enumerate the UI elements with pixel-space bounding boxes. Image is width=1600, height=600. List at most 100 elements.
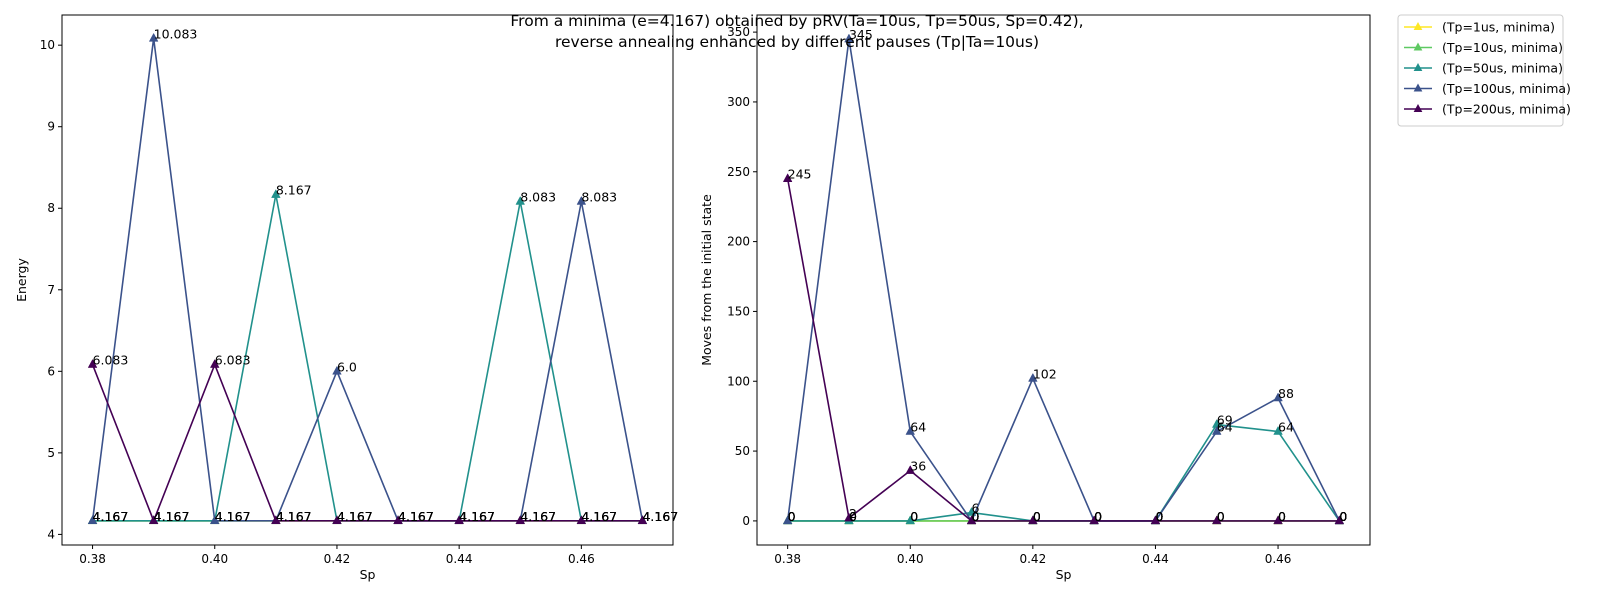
data-label: 4.167: [398, 509, 434, 524]
data-label: 0: [1033, 509, 1041, 524]
data-label: 4.167: [215, 509, 251, 524]
y-tick-label: 50: [735, 444, 750, 458]
data-label: 4.167: [276, 509, 312, 524]
data-label: 0: [1033, 509, 1041, 524]
x-tick-label: 0.46: [568, 552, 595, 566]
data-label: 0: [1339, 509, 1347, 524]
data-label: 0: [788, 509, 796, 524]
y-tick-label: 4: [47, 527, 55, 541]
data-label: 4.167: [398, 509, 434, 524]
data-label: 4.167: [642, 509, 678, 524]
data-point-marker: [1150, 515, 1161, 525]
data-label: 0: [1033, 509, 1041, 524]
y-axis-label: Energy: [14, 258, 29, 302]
data-label: 4.167: [154, 509, 190, 524]
data-point-marker: [905, 515, 916, 525]
data-label: 4.167: [581, 509, 617, 524]
series-line: [786, 38, 1341, 522]
data-point-marker: [782, 173, 793, 182]
data-label: 0: [788, 509, 796, 524]
plot-area-frame: [756, 14, 1371, 546]
series-line: [786, 178, 1340, 522]
x-tick-label: 0.44: [1142, 552, 1169, 566]
figure-title-line-1: From a minima (e=4.167) obtained by pRV(…: [510, 12, 1083, 30]
data-point-marker: [332, 515, 342, 525]
figure-title-line-2: reverse annealing enhanced by different …: [555, 33, 1039, 51]
data-point-marker: [1334, 515, 1345, 525]
data-label: 0: [1094, 509, 1102, 524]
data-label: 64: [1278, 420, 1294, 435]
data-label: 102: [1033, 366, 1057, 381]
x-tick-label: 0.38: [79, 552, 106, 566]
data-label: 4.167: [276, 509, 312, 524]
data-point-marker: [515, 195, 526, 205]
data-point-marker: [209, 359, 220, 368]
y-tick-label: 10: [40, 38, 55, 52]
data-point-marker: [271, 189, 281, 198]
y-tick-label: 9: [47, 120, 55, 134]
legend-item: (Tp=200us, minima): [1404, 102, 1571, 117]
data-point-marker: [1028, 515, 1038, 525]
legend-label: (Tp=1us, minima): [1442, 20, 1555, 35]
data-label: 0: [1155, 509, 1163, 524]
data-label: 4.167: [459, 509, 495, 524]
data-label: 4.167: [459, 509, 495, 524]
data-point-marker: [148, 515, 159, 525]
legend-frame: [1397, 14, 1564, 127]
legend-label: (Tp=10us, minima): [1442, 40, 1563, 55]
data-label: 4.167: [520, 509, 556, 524]
data-point-marker: [576, 515, 587, 525]
data-label: 0: [1339, 509, 1347, 524]
data-label: 0: [849, 509, 857, 524]
data-point-marker: [637, 515, 648, 525]
data-label: 0: [1278, 509, 1286, 524]
data-label: 4.167: [93, 509, 129, 524]
data-label: 8.083: [520, 189, 556, 204]
legend-triangle-icon: [1413, 42, 1423, 51]
data-label: 0: [849, 509, 857, 524]
y-tick-label: 5: [47, 446, 55, 460]
data-label: 64: [910, 420, 926, 435]
legend-triangle-icon: [1413, 104, 1423, 112]
data-label: 4.167: [93, 509, 129, 524]
data-point-marker: [1211, 515, 1222, 525]
data-label: 0: [972, 509, 980, 524]
legend-item: (Tp=1us, minima): [1404, 20, 1555, 35]
x-axis-label: Sp: [1056, 567, 1072, 582]
data-label: 0: [1339, 509, 1347, 524]
data-point-marker: [1273, 515, 1283, 525]
data-label: 0: [972, 509, 980, 524]
data-label: 4.167: [459, 509, 495, 524]
data-label: 0: [1278, 509, 1286, 524]
series-line: [91, 363, 643, 522]
series-line: [91, 37, 644, 522]
data-label: 4.167: [154, 509, 190, 524]
y-tick-label: 200: [727, 235, 750, 249]
data-point-marker: [454, 515, 464, 525]
data-label: 4.167: [459, 509, 495, 524]
legend-item: (Tp=10us, minima): [1404, 40, 1563, 55]
legend-item: (Tp=50us, minima): [1404, 61, 1563, 76]
data-point-marker: [515, 515, 526, 525]
data-label: 6: [972, 501, 980, 516]
data-label: 245: [788, 167, 812, 182]
data-label: 0: [1155, 509, 1163, 524]
data-label: 0: [1155, 509, 1163, 524]
y-tick-label: 250: [727, 165, 750, 179]
data-label: 0: [1217, 509, 1225, 524]
data-point-marker: [576, 195, 587, 205]
data-point-marker: [87, 359, 98, 368]
series-4: [782, 173, 1345, 525]
data-point-marker: [1273, 392, 1283, 402]
legend-triangle-icon: [1413, 63, 1423, 71]
data-point-marker: [87, 515, 98, 525]
data-label: 0: [1155, 509, 1163, 524]
data-label: 0: [1278, 509, 1286, 524]
moves-chart-panel: 0.38 0.40 0.42 0.44 0.4605010015020025030035…: [699, 14, 1371, 582]
data-label: 4.167: [398, 509, 434, 524]
data-label: 4.167: [154, 509, 190, 524]
data-label: 8.083: [581, 189, 617, 204]
legend-triangle-icon: [1413, 83, 1423, 92]
legend-label: (Tp=100us, minima): [1442, 81, 1571, 96]
data-point-marker: [271, 515, 281, 525]
